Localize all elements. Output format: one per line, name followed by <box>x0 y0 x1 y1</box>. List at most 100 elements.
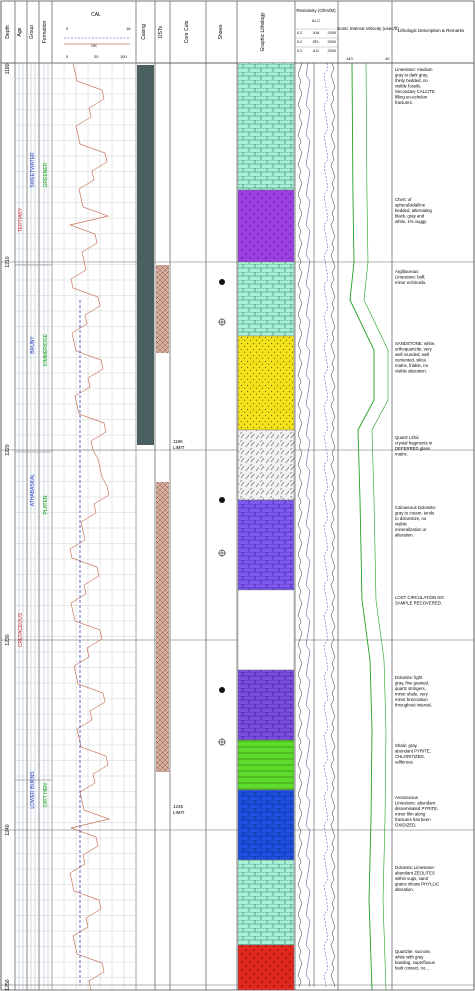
cal-scale-bottom-right: 100 <box>120 54 127 59</box>
resistivity-scale-max: 2000 <box>328 31 336 35</box>
core-label: LIMIT <box>173 810 185 815</box>
description-line: mineralization or <box>395 527 427 532</box>
description-text: Arenaceous Limestone: abundant disseminate… <box>395 795 438 828</box>
group-label: SWEETWATER <box>30 152 36 188</box>
core-label: 1196 <box>173 439 183 444</box>
group-label: ATHABASKAL <box>30 474 36 507</box>
core-label: LIMIT <box>173 445 185 450</box>
depth-label: 1250 <box>5 979 11 990</box>
lithology-interval <box>237 261 295 337</box>
stratigraphy-labels: TERTIARY CRETACEOUS SWEETWATER BRUNY ATHABAS… <box>18 152 49 809</box>
description-line: to dolomitize, no <box>395 516 427 521</box>
description-line: abundant PYRITE, <box>395 749 431 754</box>
description-line: grains shows PHYLLIC <box>395 882 439 887</box>
description-text: LOST CIRCULATION NO SAMPLE RECOVERED. <box>395 595 444 606</box>
formation-label: GREENER <box>43 162 49 187</box>
description-line: SAMPLE RECOVERED. <box>395 601 442 606</box>
lithology-interval <box>237 944 295 991</box>
header-description: Lithologic Description & Remarks <box>398 28 465 33</box>
description-line: Quartzite: sucrose, <box>395 949 431 954</box>
header-formation: Formation <box>42 21 48 44</box>
description-text: Argillaceous Limestone: buff, minor echino… <box>395 269 426 285</box>
lithology-interval <box>237 499 295 591</box>
lithology-interval <box>237 589 295 671</box>
sonic-curve-2 <box>363 62 389 991</box>
description-line: Limestone: buff, <box>395 275 426 280</box>
description-line: minor brecciation <box>395 697 428 702</box>
log-grid <box>15 62 137 990</box>
age-label: TERTIARY <box>18 207 24 232</box>
lithology-interval <box>237 429 295 501</box>
description-line: abundant ZEOLITES <box>395 871 435 876</box>
lithology-interval <box>237 859 295 946</box>
dst-interval <box>156 265 169 353</box>
resistivity-curve <box>305 62 311 988</box>
description-line: matrix. <box>395 452 408 457</box>
description-text: Shale: gray, abundant PYRITE, CHLORITIZED,… <box>395 743 431 765</box>
description-line: gray to cream, tends <box>395 511 434 516</box>
description-line: orthoquartzite, very <box>395 347 433 352</box>
show-symbols <box>218 279 226 746</box>
cal-scale-top-right: 16 <box>126 26 131 31</box>
depth-label: 1230 <box>5 634 11 645</box>
depth-label: 1240 <box>5 824 11 835</box>
header-age: Age <box>17 27 23 36</box>
description-line: Dolomite: light <box>395 675 423 680</box>
description-line: cemented, silica <box>395 358 426 363</box>
header-casing: Casing <box>141 24 147 40</box>
description-line: throughout interval. <box>395 703 432 708</box>
description-text: Dolomitic Limestone: abundant ZEOLITES wit… <box>395 865 439 892</box>
sonic-scale-left: 140 <box>346 56 353 61</box>
cal-curve <box>68 62 111 991</box>
sonic-curve <box>349 62 375 991</box>
description-text: Dolomite: light gray, fine grained, quartz… <box>395 675 432 708</box>
description-line: Arenaceous <box>395 795 418 800</box>
formation-label: DIRT HEN <box>43 783 49 807</box>
lithology-interval <box>237 189 295 263</box>
description-column: Limestone: medium gray to dark gray, thinl… <box>395 67 444 971</box>
dst-track <box>156 265 169 772</box>
core-label: 1246 <box>173 804 184 809</box>
resistivity-scale-name: ILD <box>313 49 319 53</box>
description-text: Calcareous Dolomite: gray to cream, tends… <box>395 505 436 538</box>
lithology-column <box>237 62 295 991</box>
resistivity-scales: 0.2 ILM 2000 0.2 SFL 2000 0.2 ILD 2000 <box>295 28 338 53</box>
resistivity-scale-name: ILM <box>313 31 319 35</box>
resistivity-scale-max: 2000 <box>328 49 336 53</box>
cal-scale-bottom-mid: 20 <box>94 54 99 59</box>
description-line: DEFERRED glass <box>395 446 430 451</box>
show-cross-symbol <box>218 738 226 746</box>
group-label: BRUNY <box>30 336 36 354</box>
description-line: alteration. <box>395 533 414 538</box>
description-line: filling en-echelon <box>395 95 428 100</box>
lithology-interval <box>237 789 295 861</box>
description-text: Chert: of spheruloidal/ine bedded, alterna… <box>395 197 432 224</box>
header-shows: Shows <box>218 24 224 40</box>
description-line: minor echinoids. <box>395 280 426 285</box>
description-line: disseminated PYRITE, <box>395 806 438 811</box>
cal-scale-bottom-left: 0 <box>66 54 69 59</box>
description-line: LOST CIRCULATION NO <box>395 595 444 600</box>
description-line: gray to dark gray, <box>395 73 428 78</box>
description-line: Quartz Lithic <box>395 435 420 440</box>
show-cross-symbol <box>218 318 226 326</box>
formation-label: PLATEN <box>43 495 49 514</box>
cal-scale-top-left: 0 <box>66 26 69 31</box>
cal-scale-marker: OK <box>91 43 97 48</box>
resistivity-scale-min: 0.2 <box>297 31 302 35</box>
header-resistivity: Resistivity (Ohm/M) <box>296 8 336 13</box>
show-dot <box>219 687 225 693</box>
header-lithology: Graphic Lithology <box>260 12 266 51</box>
header-dsts: DSTs <box>158 26 164 38</box>
description-text: Quartz Lithic crystal fragments in DEFERRE… <box>395 435 433 457</box>
description-line: well rounded, well <box>395 352 429 357</box>
description-line: Chert: of <box>395 197 412 202</box>
description-line: fractures. <box>395 100 413 105</box>
header-depth: Depth <box>5 25 11 39</box>
description-line: CHLORITIZED, <box>395 754 425 759</box>
group-label: LOWER BURNS <box>30 771 36 809</box>
description-line: minor film along <box>395 812 426 817</box>
description-line: bedded, alternating <box>395 208 432 213</box>
